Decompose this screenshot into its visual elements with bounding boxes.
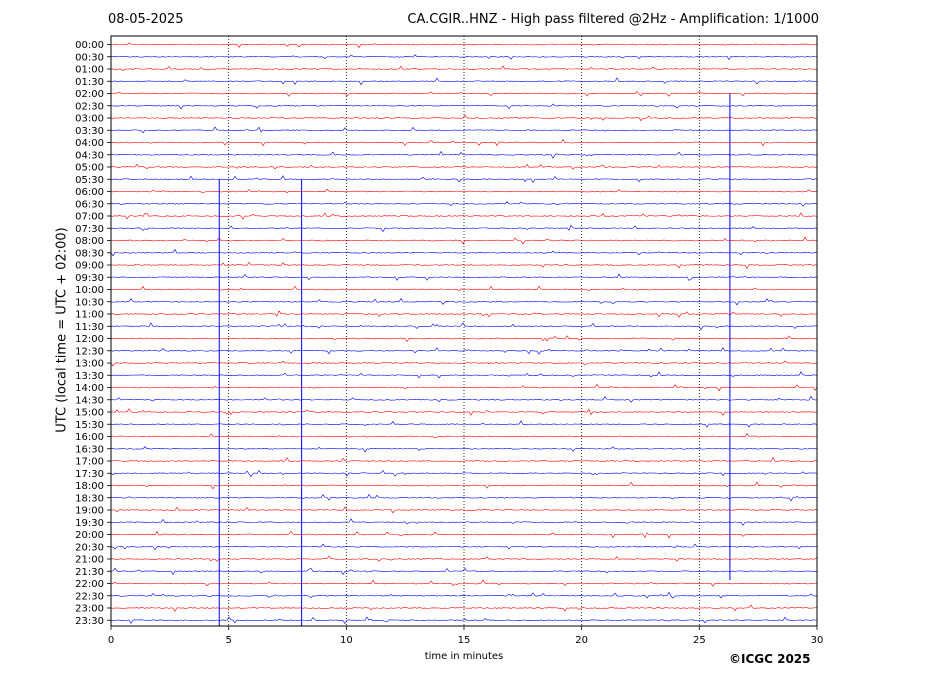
date-label: 08-05-2025 xyxy=(108,12,184,27)
trace-1800 xyxy=(110,481,818,490)
y-tick-label: 12:30 xyxy=(75,346,104,357)
trace-1130 xyxy=(110,322,818,331)
y-tick-label: 02:00 xyxy=(75,89,104,100)
y-tick-label: 20:30 xyxy=(75,542,104,553)
trace-1730 xyxy=(110,469,818,478)
trace-1230 xyxy=(110,347,818,355)
y-tick-label: 22:30 xyxy=(75,591,104,602)
trace-2230 xyxy=(110,591,818,599)
y-tick-label: 09:30 xyxy=(75,273,104,284)
trace-0000 xyxy=(110,42,818,49)
grid-lines xyxy=(228,36,700,626)
y-tick-label: 19:00 xyxy=(75,506,104,517)
x-tick-label: 10 xyxy=(340,635,353,646)
trace-1030 xyxy=(110,297,818,306)
y-tick-label: 06:00 xyxy=(75,187,104,198)
trace-0330 xyxy=(110,126,818,134)
y-tick-label: 18:30 xyxy=(75,493,104,504)
y-tick-label: 01:00 xyxy=(75,65,104,76)
y-tick-label: 16:00 xyxy=(75,432,104,443)
y-tick-label: 17:00 xyxy=(75,457,104,468)
trace-0630 xyxy=(110,201,818,207)
y-tick-label: 10:00 xyxy=(75,285,104,296)
y-tick-label: 08:00 xyxy=(75,236,104,247)
y-tick-label: 00:30 xyxy=(75,52,104,63)
trace-0930 xyxy=(110,273,818,281)
trace-1100 xyxy=(110,310,818,318)
trace-2130 xyxy=(110,567,818,576)
y-tick-label: 16:30 xyxy=(75,444,104,455)
x-tick-label: 20 xyxy=(575,635,588,646)
y-tick-label: 05:00 xyxy=(75,163,104,174)
y-tick-label: 04:00 xyxy=(75,138,104,149)
y-tick-label: 21:30 xyxy=(75,567,104,578)
y-tick-label: 00:00 xyxy=(75,40,104,51)
x-axis-label: time in minutes xyxy=(424,651,504,662)
y-tick-label: 14:30 xyxy=(75,395,104,406)
x-tick-label: 30 xyxy=(811,635,824,646)
trace-0430 xyxy=(110,150,818,159)
y-tick-label: 08:30 xyxy=(75,248,104,259)
trace-1630 xyxy=(110,446,818,453)
trace-2300 xyxy=(110,604,818,613)
trace-1500 xyxy=(110,408,818,416)
trace-2200 xyxy=(110,579,818,587)
y-tick-label: 13:30 xyxy=(75,371,104,382)
y-tick-label: 06:30 xyxy=(75,199,104,210)
y-tick-label: 18:00 xyxy=(75,481,104,492)
plot-frame xyxy=(110,35,818,627)
y-tick-label: 23:00 xyxy=(75,604,104,615)
y-tick-label: 21:00 xyxy=(75,555,104,566)
y-tick-label: 22:00 xyxy=(75,579,104,590)
x-tick-label: 15 xyxy=(458,635,471,646)
y-tick-label: 05:30 xyxy=(75,175,104,186)
chart-title: CA.CGIR..HNZ - High pass filtered @2Hz -… xyxy=(407,12,819,27)
y-tick-label: 04:30 xyxy=(75,150,104,161)
x-tick-label: 0 xyxy=(108,635,114,646)
y-tick-label: 23:30 xyxy=(75,616,104,627)
x-tick-group: 0 5 10 15 20 25 30 xyxy=(108,626,824,646)
spike-group xyxy=(218,93,731,626)
y-tick-label: 19:30 xyxy=(75,518,104,529)
trace-1530 xyxy=(110,420,818,428)
y-tick-label: 13:00 xyxy=(75,359,104,370)
trace-2330 xyxy=(110,616,818,625)
y-tick-label: 15:30 xyxy=(75,420,104,431)
trace-0500 xyxy=(110,163,818,170)
y-tick-label: 09:00 xyxy=(75,261,104,272)
y-tick-label: 12:00 xyxy=(75,334,104,345)
y-tick-label: 07:00 xyxy=(75,212,104,223)
y-tick-label: 15:00 xyxy=(75,408,104,419)
y-tick-label: 03:30 xyxy=(75,126,104,137)
y-tick-label: 07:30 xyxy=(75,224,104,235)
y-tick-label: 02:30 xyxy=(75,101,104,112)
trace-0530 xyxy=(110,175,818,184)
trace-1600 xyxy=(110,433,818,439)
y-tick-label: 03:00 xyxy=(75,114,104,125)
y-tick-label: 11:00 xyxy=(75,310,104,321)
y-tick-label: 10:30 xyxy=(75,297,104,308)
trace-1700 xyxy=(110,456,818,462)
x-tick-label: 5 xyxy=(225,635,231,646)
trace-1830 xyxy=(110,493,818,502)
x-tick-label: 25 xyxy=(693,635,706,646)
y-tick-label: 01:30 xyxy=(75,77,104,88)
copyright-text: ©ICGC 2025 xyxy=(729,652,811,666)
trace-1000 xyxy=(110,285,818,292)
y-tick-label: 11:30 xyxy=(75,322,104,333)
trace-0100 xyxy=(110,65,818,72)
trace-0600 xyxy=(110,188,818,194)
trace-1200 xyxy=(110,335,818,343)
y-tick-label: 20:00 xyxy=(75,530,104,541)
trace-0400 xyxy=(110,138,818,147)
y-tick-label: 17:30 xyxy=(75,469,104,480)
y-tick-label: 14:00 xyxy=(75,383,104,394)
